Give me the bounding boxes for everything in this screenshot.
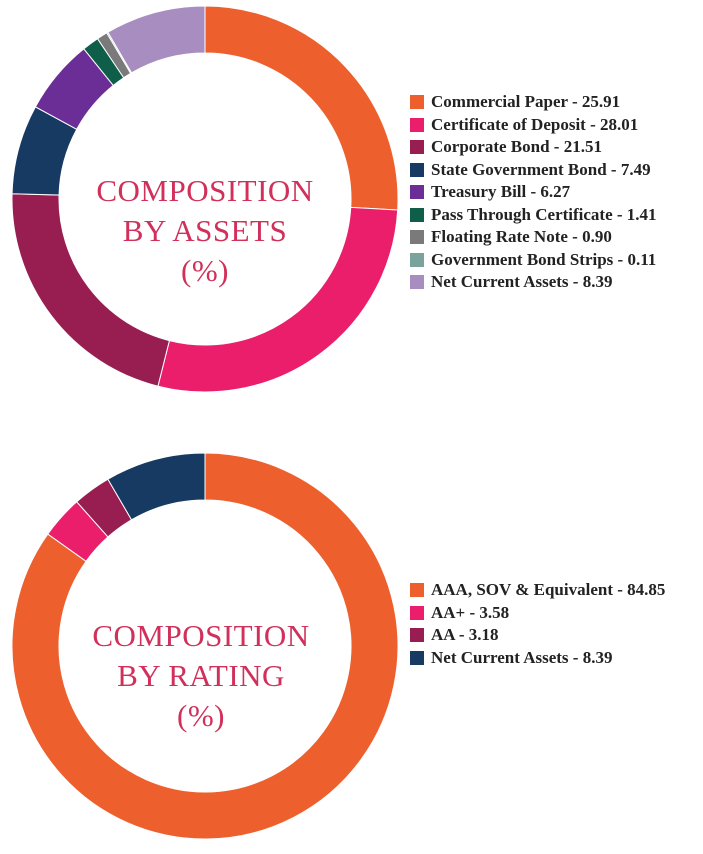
assets-legend-label: Government Bond Strips - 0.11	[431, 249, 657, 269]
rating-title-line-1: COMPOSITION	[92, 618, 310, 653]
assets-title-line-2: BY ASSETS	[122, 213, 288, 248]
assets-legend-swatch	[410, 252, 424, 267]
assets-legend-label: State Government Bond - 7.49	[431, 159, 651, 179]
composition-by-assets-chart: COMPOSITION BY ASSETS (%) Commercial Pap…	[11, 5, 657, 393]
assets-legend-swatch	[410, 185, 424, 199]
assets-legend-label: Treasury Bill - 6.27	[431, 182, 571, 201]
rating-chart-title: COMPOSITION BY RATING (%)	[92, 616, 309, 736]
assets-slice-net-current-assets	[107, 5, 206, 74]
assets-legend-item-commercial-paper: Commercial Paper - 25.91	[410, 91, 657, 114]
rating-title-line-2: BY RATING	[117, 658, 285, 693]
rating-legend-item-aa: AA+ - 3.58	[410, 602, 671, 625]
rating-legend-swatch	[410, 650, 424, 665]
rating-slice-aaa-sov-equivalent	[11, 452, 399, 840]
assets-legend-swatch	[410, 162, 424, 177]
assets-legend-swatch	[410, 230, 424, 244]
assets-legend-item-corporate-bond: Corporate Bond - 21.51	[410, 136, 657, 159]
rating-legend-item-net-current-assets: Net Current Assets - 8.39	[410, 647, 671, 670]
assets-legend-swatch	[410, 140, 424, 154]
assets-legend-label: Certificate of Deposit - 28.01	[431, 114, 639, 134]
rating-legend-label: Net Current Assets - 8.39	[431, 647, 613, 667]
assets-legend-swatch	[410, 207, 424, 222]
assets-legend-label: Net Current Assets - 8.39	[431, 272, 613, 291]
rating-slice-net-current-assets	[107, 452, 206, 521]
rating-title-line-3: (%)	[177, 698, 225, 733]
rating-legend-label: AA+ - 3.58	[431, 602, 510, 622]
assets-legend-swatch	[410, 95, 424, 109]
composition-by-rating-chart: COMPOSITION BY RATING (%) AAA, SOV & Equ…	[0, 430, 703, 854]
rating-legend-item-aaa-sov-equivalent: AAA, SOV & Equivalent - 84.85	[410, 579, 671, 602]
assets-legend-item-state-government-bond: State Government Bond - 7.49	[410, 159, 657, 182]
rating-legend-item-aa: AA - 3.18	[410, 624, 671, 647]
rating-legend-swatch	[410, 583, 424, 597]
assets-donut	[11, 5, 399, 393]
rating-legend: AAA, SOV & Equivalent - 84.85 AA+ - 3.58 A…	[410, 579, 671, 669]
assets-chart-title: COMPOSITION BY ASSETS (%)	[96, 171, 313, 291]
assets-legend-item-net-current-assets: Net Current Assets - 8.39	[410, 271, 657, 294]
rating-legend-label: AA - 3.18	[431, 625, 499, 644]
rating-legend-swatch	[410, 605, 424, 620]
assets-legend-item-pass-through-certificate: Pass Through Certificate - 1.41	[410, 204, 657, 227]
assets-legend: Commercial Paper - 25.91 Certificate of D…	[410, 91, 657, 294]
assets-legend-label: Floating Rate Note - 0.90	[431, 227, 612, 246]
assets-legend-item-certificate-of-deposit: Certificate of Deposit - 28.01	[410, 114, 657, 137]
rating-legend-swatch	[410, 628, 424, 642]
assets-title-line-1: COMPOSITION	[96, 173, 314, 208]
assets-legend-label: Pass Through Certificate - 1.41	[431, 204, 657, 224]
assets-legend-item-floating-rate-note: Floating Rate Note - 0.90	[410, 226, 657, 249]
assets-legend-swatch	[410, 117, 424, 132]
rating-legend-label: AAA, SOV & Equivalent - 84.85	[431, 580, 666, 599]
assets-title-line-3: (%)	[181, 253, 229, 288]
assets-legend-label: Commercial Paper - 25.91	[431, 92, 621, 111]
assets-legend-item-government-bond-strips: Government Bond Strips - 0.11	[410, 249, 657, 272]
assets-legend-label: Corporate Bond - 21.51	[431, 137, 602, 156]
rating-donut	[11, 452, 399, 840]
assets-legend-item-treasury-bill: Treasury Bill - 6.27	[410, 181, 657, 204]
assets-legend-swatch	[410, 275, 424, 289]
